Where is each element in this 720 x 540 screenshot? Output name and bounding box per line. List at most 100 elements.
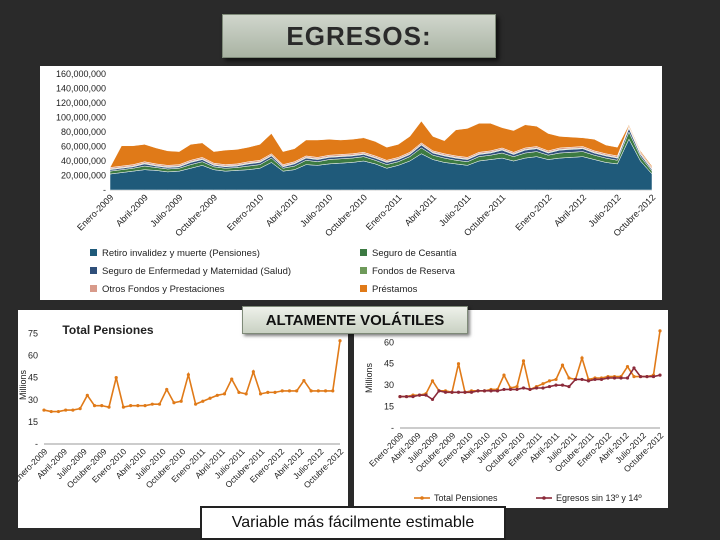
legend-label: Seguro de Cesantía <box>372 248 457 259</box>
data-point <box>593 377 597 382</box>
y-tick-label: - <box>103 185 106 195</box>
x-tick-label: Abril-2010 <box>264 192 300 228</box>
comparison-chart-panel: 60 45 30 15- Millions Enero-2009 Abril-2009 Jul… <box>354 310 668 508</box>
y-tick-label: 15 <box>28 417 38 427</box>
x-tick-label: Julio-2010 <box>298 192 334 228</box>
data-point <box>417 393 422 397</box>
y-tick-label: 60,000,000 <box>61 142 106 152</box>
x-tick-label: Julio-2011 <box>437 192 473 228</box>
data-point <box>186 373 190 377</box>
data-point <box>244 392 248 396</box>
y-tick-label: 60 <box>28 351 38 361</box>
legend-swatch <box>360 285 367 292</box>
data-point <box>567 376 571 380</box>
data-point <box>404 394 409 399</box>
data-point <box>194 402 198 406</box>
legend-marker <box>420 496 424 500</box>
data-point <box>521 386 526 390</box>
data-point <box>215 393 219 397</box>
y-tick-label: 75 <box>28 328 38 338</box>
data-point <box>495 389 500 393</box>
legend-swatch <box>90 267 97 274</box>
data-point <box>107 405 111 409</box>
data-point <box>443 390 448 394</box>
data-point <box>567 384 571 389</box>
legend-label: Egresos sin 13º y 14º <box>556 493 642 503</box>
data-point <box>612 376 617 380</box>
y-axis-label: Millions <box>364 363 374 394</box>
data-point <box>502 373 506 377</box>
total-pensiones-chart-panel: 75 60 45 30 15- Millions Total Pensiones Enero-… <box>11 310 348 528</box>
caption-box: Variable más fácilmente estimable <box>200 506 506 540</box>
legend-label: Otros Fondos y Prestaciones <box>102 284 225 295</box>
legend-label: Fondos de Reserva <box>372 266 456 277</box>
legend-label: Retiro invalidez y muerte (Pensiones) <box>102 248 260 259</box>
x-tick-label: Enero-2011 <box>364 192 404 232</box>
data-point <box>625 376 630 380</box>
data-point <box>554 383 558 387</box>
legend-label: Seguro de Enfermedad y Maternidad (Salud… <box>102 266 291 277</box>
y-tick-label: 20,000,000 <box>61 171 106 181</box>
data-point <box>430 397 435 402</box>
data-point <box>469 390 474 394</box>
y-tick-label: 120,000,000 <box>56 98 106 108</box>
data-point <box>658 329 662 333</box>
data-point <box>651 374 656 379</box>
legend-swatch <box>360 249 367 256</box>
data-point <box>49 409 53 414</box>
data-point <box>463 390 467 394</box>
x-tick-label: Abril-2011 <box>403 192 439 228</box>
data-point <box>230 377 234 381</box>
chart-title: Total Pensiones <box>62 323 153 337</box>
y-tick-label: 45 <box>384 359 394 369</box>
data-point <box>632 366 636 370</box>
x-tick-label: Enero-2010 <box>225 192 265 232</box>
data-point <box>411 394 415 399</box>
y-tick-label: - <box>35 439 38 449</box>
data-point <box>222 392 227 396</box>
data-point <box>424 393 428 397</box>
legend-swatch <box>90 285 97 292</box>
y-tick-label: 80,000,000 <box>61 127 106 137</box>
data-point <box>521 359 526 363</box>
stacked-area-chart: 160,000,000 140,000,000 120,000,000 100,000… <box>56 69 657 295</box>
legend-label: Total Pensiones <box>434 493 498 503</box>
data-point <box>179 399 183 403</box>
data-point <box>273 390 277 394</box>
y-axis-label: Millions <box>18 370 28 401</box>
data-point <box>398 394 402 399</box>
data-point <box>295 389 299 393</box>
data-point <box>323 389 328 393</box>
data-point <box>85 393 89 397</box>
data-point <box>208 396 212 400</box>
y-tick-label: 40,000,000 <box>61 156 106 166</box>
data-point <box>573 377 578 382</box>
data-point <box>437 389 441 393</box>
legend-label: Préstamos <box>372 284 418 295</box>
data-point <box>528 387 532 392</box>
legend-marker <box>542 496 546 500</box>
data-point <box>309 389 313 393</box>
line-series-0 <box>400 330 661 398</box>
data-point <box>586 379 591 383</box>
data-point <box>114 376 118 380</box>
data-point <box>508 387 513 392</box>
data-point <box>78 407 82 411</box>
line-series-1 <box>400 366 661 401</box>
data-point <box>237 390 241 394</box>
data-point <box>56 409 61 414</box>
x-tick-label: Enero-2012 <box>513 192 553 232</box>
data-point <box>482 389 487 393</box>
data-point <box>201 399 205 403</box>
data-point <box>92 404 97 408</box>
y-tick-label: - <box>391 423 394 433</box>
data-point <box>580 356 584 360</box>
data-point <box>515 384 519 389</box>
data-point <box>658 373 662 377</box>
data-point <box>625 364 630 369</box>
x-tick-label: Julio-2012 <box>586 192 622 228</box>
data-point <box>476 389 480 393</box>
data-point <box>619 376 623 380</box>
legend-swatch <box>360 267 367 274</box>
